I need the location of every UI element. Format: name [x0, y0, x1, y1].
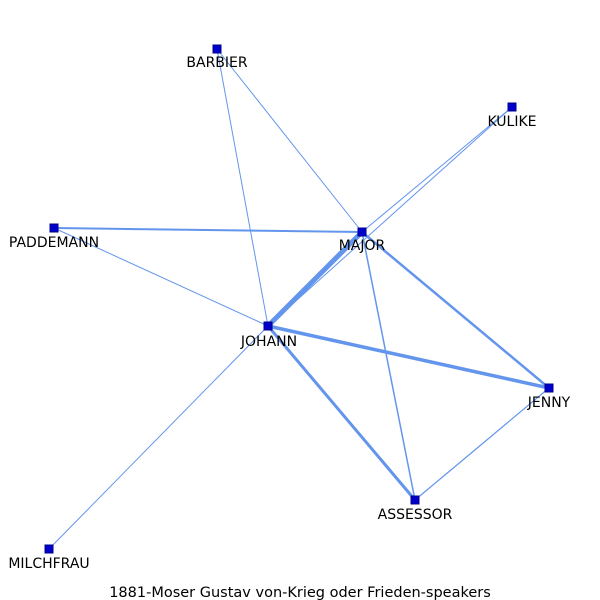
- node-label-barbier: BARBIER: [186, 55, 247, 71]
- node-johann: [263, 321, 273, 331]
- node-label-assessor: ASSESSOR: [378, 507, 453, 523]
- graph-title: 1881-Moser Gustav von-Krieg oder Frieden…: [109, 585, 491, 600]
- edge-paddemann-johann: [53, 227, 269, 327]
- node-barbier: [212, 44, 222, 54]
- edge-kulike-major: [361, 106, 513, 233]
- node-label-milchfrau: MILCHFRAU: [8, 556, 89, 572]
- edge-jenny-assessor: [414, 387, 550, 501]
- node-label-kulike: KULIKE: [487, 114, 536, 130]
- edge-barbier-johann: [216, 48, 269, 327]
- edge-major-johann: [265, 229, 365, 329]
- node-jenny: [544, 383, 554, 393]
- edge-johann-milchfrau: [48, 325, 269, 550]
- edge-johann-jenny: [266, 324, 551, 390]
- edge-kulike-johann: [267, 106, 513, 327]
- edge-johann-assessor: [266, 324, 417, 502]
- node-paddemann: [49, 223, 59, 233]
- nodes-layer: [44, 44, 554, 554]
- node-assessor: [410, 495, 420, 505]
- node-milchfrau: [44, 544, 54, 554]
- edge-paddemann-major: [53, 227, 363, 233]
- edges-layer: [48, 48, 551, 550]
- edge-barbier-major: [216, 48, 363, 233]
- node-label-paddemann: PADDEMANN: [9, 235, 99, 251]
- node-kulike: [507, 102, 517, 112]
- node-label-jenny: JENNY: [527, 395, 571, 411]
- node-label-johann: JOHANN: [240, 334, 297, 350]
- edge-major-jenny: [360, 230, 551, 390]
- node-major: [357, 227, 367, 237]
- edge-major-assessor: [361, 231, 416, 501]
- labels-layer: BARBIER KULIKE PADDEMANN MAJOR JOHANN JENNY AS…: [8, 55, 570, 572]
- node-label-major: MAJOR: [339, 238, 386, 254]
